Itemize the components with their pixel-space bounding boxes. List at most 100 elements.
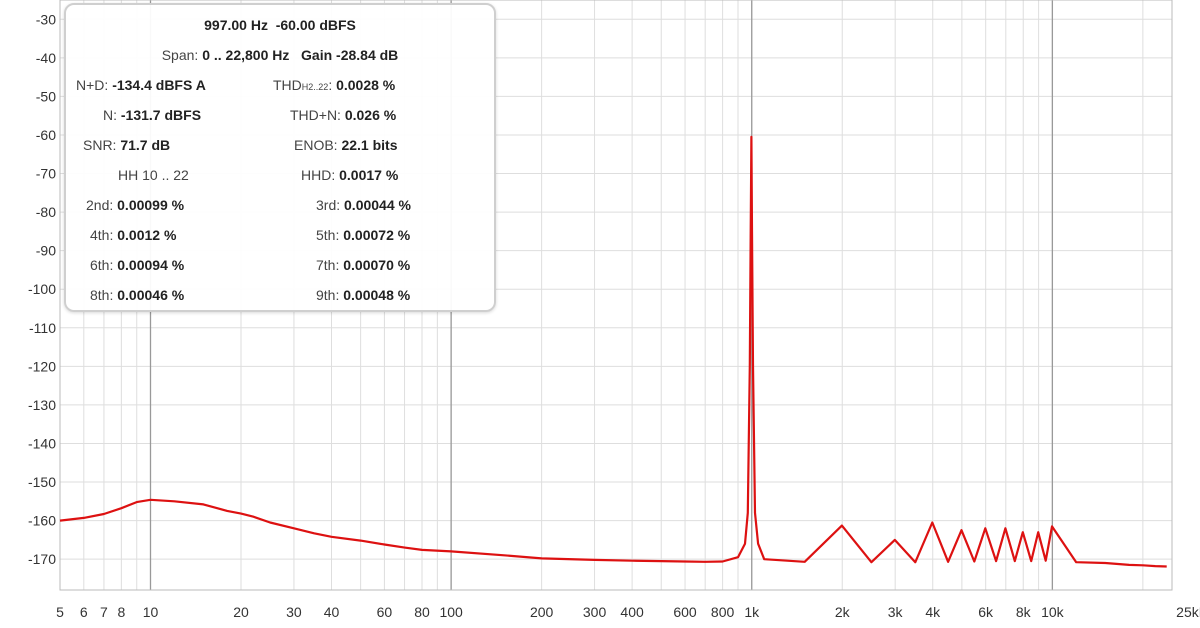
nd-row: N+D: -134.4 dBFS A — [76, 75, 206, 95]
hh-row: HH 10 .. 22 — [118, 165, 189, 185]
x-tick-label: 400 — [620, 604, 644, 620]
x-tick-label: 30 — [286, 604, 302, 620]
y-tick-label: -70 — [36, 166, 56, 182]
y-tick-label: -150 — [28, 474, 56, 490]
span-value: 0 .. 22,800 Hz — [202, 47, 290, 63]
fundamental-level: -60.00 dBFS — [275, 17, 356, 33]
h5-row: 5th: 0.00072 % — [316, 225, 410, 245]
noise-label: N: — [103, 107, 117, 123]
plot-frame — [59, 0, 1173, 591]
x-tick-label: 200 — [530, 604, 554, 620]
nd-label: N+D: — [76, 77, 109, 93]
fundamental-frequency: 997.00 Hz — [204, 17, 268, 33]
x-tick-labels: 5 6 7 8 10 20 30 40 60 80 100 200 300 400 600 800 1k 2k 3k… — [56, 604, 1200, 620]
hhd-label: HHD: — [301, 167, 336, 183]
y-tick-label: -50 — [36, 88, 56, 104]
thdn-row: THD+N: 0.026 % — [290, 105, 396, 125]
series-layer — [59, 135, 1167, 568]
x-tick-label: 800 — [711, 604, 735, 620]
x-tick-label: 600 — [673, 604, 697, 620]
nd-value: -134.4 dBFS A — [112, 77, 206, 93]
span-label: Span: — [161, 47, 199, 63]
h2-value: 0.00099 % — [117, 197, 185, 213]
h5-label: 5th: — [316, 227, 340, 243]
x-tick-label: 25kHz — [1176, 604, 1200, 620]
x-tick-label: 4k — [925, 604, 941, 620]
h7-label: 7th: — [316, 257, 340, 273]
y-tick-labels: -30 -40 -50 -60 -70 -80 -90 -100 -110 -120 -130 -14… — [28, 11, 56, 567]
h3-value: 0.00044 % — [344, 197, 411, 213]
noise-value: -131.7 dBFS — [120, 107, 202, 123]
h6-value: 0.00094 % — [117, 257, 185, 273]
h6-row: 6th: 0.00094 % — [90, 255, 184, 275]
h2-row: 2nd: 0.00099 % — [86, 195, 184, 215]
x-tick-label: 8 — [117, 604, 125, 620]
x-tick-label: 80 — [414, 604, 430, 620]
x-tick-label: 7 — [100, 604, 108, 620]
hh-label: HH 10 .. 22 — [118, 167, 189, 183]
x-tick-label: 2k — [835, 604, 851, 620]
spectrum-line — [59, 135, 1167, 568]
x-tick-label: 5 — [56, 604, 64, 620]
hhd-row: HHD: 0.0017 % — [301, 165, 398, 185]
hhd-value: 0.0017 % — [339, 167, 399, 183]
h9-value: 0.00048 % — [343, 287, 411, 303]
y-tick-label: -60 — [36, 127, 56, 143]
x-tick-label: 40 — [324, 604, 340, 620]
h9-label: 9th: — [316, 287, 340, 303]
x-tick-label: 10 — [143, 604, 159, 620]
x-tick-label: 6 — [80, 604, 88, 620]
h8-value: 0.00046 % — [117, 287, 185, 303]
h7-value: 0.00070 % — [343, 257, 411, 273]
y-tick-label: -170 — [28, 551, 56, 567]
x-tick-label: 10k — [1041, 604, 1065, 620]
x-tick-label: 3k — [888, 604, 904, 620]
y-tick-label: -140 — [28, 435, 56, 451]
thdn-value: 0.026 % — [344, 107, 397, 123]
x-tick-label: 20 — [233, 604, 249, 620]
h3-label: 3rd: — [316, 197, 341, 213]
thd-value: 0.0028 % — [336, 77, 396, 93]
h4-label: 4th: — [90, 227, 114, 243]
y-tick-label: -40 — [36, 50, 56, 66]
snr-value: 71.7 dB — [120, 137, 171, 153]
x-tick-label: 8k — [1016, 604, 1032, 620]
x-tick-label: 1k — [744, 604, 760, 620]
thd-row: THDH2..22: 0.0028 % — [273, 75, 395, 95]
snr-label: SNR: — [83, 137, 117, 153]
h7-row: 7th: 0.00070 % — [316, 255, 410, 275]
thd-label: THD — [273, 77, 302, 93]
y-tick-label: -100 — [28, 281, 56, 297]
h5-value: 0.00072 % — [343, 227, 411, 243]
y-tick-label: -110 — [29, 320, 56, 336]
h3-row: 3rd: 0.00044 % — [316, 195, 411, 215]
x-tick-label: 6k — [978, 604, 994, 620]
gain-value: -28.84 dB — [336, 47, 399, 63]
enob-row: ENOB: 22.1 bits — [294, 135, 398, 155]
h8-row: 8th: 0.00046 % — [90, 285, 184, 305]
y-tick-label: -30 — [36, 11, 56, 27]
h6-label: 6th: — [90, 257, 114, 273]
y-tick-label: -120 — [28, 358, 56, 374]
x-tick-label: 300 — [583, 604, 607, 620]
gain-label: Gain — [301, 47, 333, 63]
thd-subscript: H2..22 — [301, 82, 329, 92]
h9-row: 9th: 0.00048 % — [316, 285, 410, 305]
h4-value: 0.0012 % — [117, 227, 177, 243]
thdn-label: THD+N: — [290, 107, 341, 123]
y-tick-label: -160 — [28, 513, 56, 529]
x-tick-label: 100 — [439, 604, 463, 620]
enob-label: ENOB: — [294, 137, 338, 153]
y-tick-label: -90 — [36, 243, 56, 259]
x-tick-label: 60 — [377, 604, 393, 620]
span-gain-row: Span: 0 .. 22,800 Hz Gain -28.84 dB — [66, 45, 494, 65]
y-tick-label: -130 — [28, 397, 56, 413]
y-tick-label: -80 — [36, 204, 56, 220]
enob-value: 22.1 bits — [341, 137, 398, 153]
h8-label: 8th: — [90, 287, 114, 303]
fundamental-row: 997.00 Hz -60.00 dBFS — [66, 15, 494, 35]
h2-label: 2nd: — [86, 197, 114, 213]
measurement-panel: 997.00 Hz -60.00 dBFS Span: 0 .. 22,800 … — [64, 3, 496, 312]
h4-row: 4th: 0.0012 % — [90, 225, 176, 245]
noise-row: N: -131.7 dBFS — [103, 105, 201, 125]
